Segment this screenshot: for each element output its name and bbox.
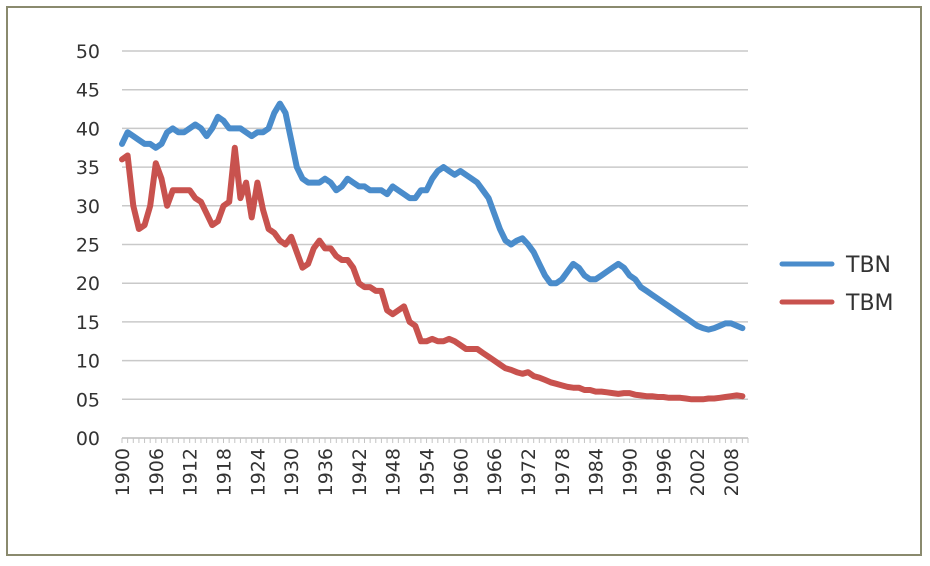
x-tick-label: 1942 (349, 448, 371, 496)
y-tick-label: 50 (76, 41, 100, 63)
x-tick-label: 1900 (112, 448, 134, 496)
x-axis (121, 437, 749, 443)
y-tick-label: 15 (76, 312, 100, 334)
y-tick-label: 40 (76, 118, 100, 140)
x-tick-label: 1906 (146, 448, 168, 496)
y-tick-label: 25 (76, 235, 100, 257)
series-lines (119, 100, 746, 403)
y-tick-label: 35 (76, 157, 100, 179)
chart-frame (6, 6, 922, 556)
series-line-tbm (119, 144, 746, 403)
x-tick-label: 1912 (180, 448, 202, 496)
legend-label-tbn: TBN (845, 253, 891, 278)
x-tick-label: 1978 (552, 448, 574, 496)
x-tick-label: 1948 (383, 448, 405, 496)
y-tick-label: 10 (76, 351, 100, 373)
x-tick-label: 2002 (687, 448, 709, 496)
x-tick-label: 1960 (450, 448, 472, 496)
x-tick-label: 1954 (417, 448, 439, 496)
legend: TBN TBM (779, 253, 894, 316)
x-tick-label: 1966 (484, 448, 506, 496)
x-tick-label: 1996 (653, 448, 675, 496)
x-tick-label: 1918 (214, 448, 236, 496)
x-tick-label: 1984 (586, 448, 608, 496)
x-tick-label: 1936 (315, 448, 337, 496)
y-axis-ticks: 00 05 10 15 20 25 30 35 40 45 50 (76, 41, 100, 450)
y-tick-label: 00 (76, 428, 100, 450)
x-tick-label: 2008 (721, 448, 743, 496)
y-tick-label: 05 (76, 389, 100, 411)
legend-label-tbm: TBM (845, 291, 894, 316)
y-tick-label: 20 (76, 273, 100, 295)
y-tick-label: 30 (76, 196, 100, 218)
x-tick-label: 1930 (281, 448, 303, 496)
x-tick-label: 1972 (518, 448, 540, 496)
x-tick-label: 1990 (620, 448, 642, 496)
y-tick-label: 45 (76, 80, 100, 102)
gridlines (122, 50, 748, 401)
x-tick-label: 1924 (247, 448, 269, 496)
x-axis-ticks: 1900 1906 1912 1918 1924 1930 1936 1942 1948 1954… (112, 448, 743, 496)
series-line-tbn (119, 100, 746, 333)
